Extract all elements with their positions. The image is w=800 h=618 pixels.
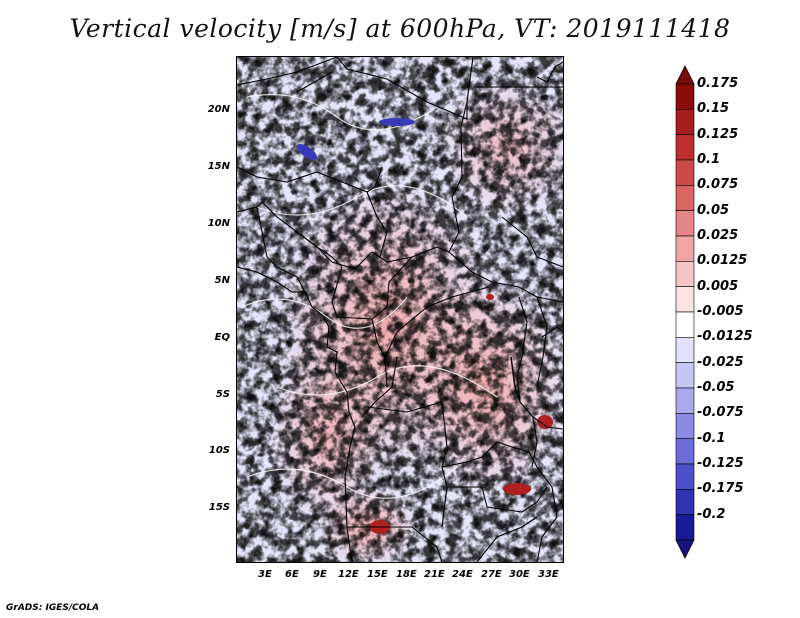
lat-label-10s: 10S: [208, 445, 230, 456]
colorbar-label: -0.005: [697, 304, 744, 319]
lon-label-18e: 18E: [396, 569, 417, 580]
colorbar-swatch: [675, 463, 695, 490]
colorbar: [675, 65, 695, 559]
colorbar-swatch: [675, 362, 695, 389]
lon-label-24e: 24E: [452, 569, 473, 580]
colorbar-label: -0.0125: [697, 329, 753, 345]
vertical-velocity-field: [237, 57, 563, 562]
colorbar-top-tip: [675, 65, 695, 85]
lat-label-eq: EQ: [214, 332, 230, 343]
lon-label-15e: 15E: [367, 569, 388, 580]
lat-label-5s: 5S: [215, 389, 230, 400]
lon-label-12e: 12E: [338, 569, 359, 580]
lon-label-3e: 3E: [258, 569, 272, 580]
colorbar-label: -0.2: [697, 506, 726, 522]
lat-label-20n: 20N: [207, 104, 230, 115]
colorbar-label: 0.15: [697, 101, 730, 117]
colorbar-label: -0.025: [697, 354, 744, 370]
colorbar-label: -0.175: [697, 481, 744, 497]
colorbar-swatch: [675, 210, 695, 237]
lat-label-10n: 10N: [207, 218, 230, 229]
colorbar-swatch: [675, 489, 695, 515]
lon-label-21e: 21E: [424, 569, 445, 580]
lon-label-33e: 33E: [538, 569, 559, 580]
grads-credit: GrADS: IGES/COLA: [6, 603, 100, 613]
colorbar-label: -0.075: [697, 405, 744, 421]
colorbar-swatch: [675, 83, 695, 110]
colorbar-label: 0.025: [697, 228, 739, 243]
colorbar-swatch: [675, 311, 695, 338]
colorbar-swatch: [675, 134, 695, 161]
colorbar-swatch: [675, 235, 695, 262]
colorbar-swatch: [675, 438, 695, 465]
colorbar-swatch: [675, 159, 695, 186]
colorbar-label: -0.05: [697, 380, 735, 395]
colorbar-swatch: [675, 286, 695, 313]
colorbar-bottom-tip: [675, 539, 695, 559]
colorbar-swatch: [675, 514, 695, 541]
lat-label-5n: 5N: [214, 275, 230, 286]
colorbar-label: 0.125: [697, 126, 739, 142]
colorbar-swatch: [675, 413, 695, 439]
colorbar-swatch: [675, 337, 695, 363]
lon-label-30e: 30E: [509, 569, 530, 580]
colorbar-label: 0.005: [697, 278, 739, 294]
colorbar-label: -0.1: [697, 430, 726, 446]
chart-title: Vertical velocity [m/s] at 600hPa, VT: 2…: [69, 14, 731, 43]
lon-label-27e: 27E: [481, 569, 502, 580]
colorbar-label: 0.1: [697, 152, 721, 167]
colorbar-swatch: [675, 261, 695, 287]
lat-label-15s: 15S: [208, 502, 230, 513]
colorbar-label: 0.075: [697, 177, 739, 193]
colorbar-swatch: [675, 387, 695, 414]
map-panel: [236, 56, 564, 563]
colorbar-label: 0.05: [697, 202, 730, 218]
colorbar-label: 0.175: [697, 76, 739, 91]
colorbar-swatch: [675, 185, 695, 211]
colorbar-label: 0.0125: [697, 253, 748, 269]
lon-label-6e: 6E: [285, 569, 299, 580]
lat-label-15n: 15N: [207, 161, 230, 172]
colorbar-swatch: [675, 109, 695, 135]
colorbar-label: -0.125: [697, 456, 744, 471]
lon-label-9e: 9E: [313, 569, 327, 580]
